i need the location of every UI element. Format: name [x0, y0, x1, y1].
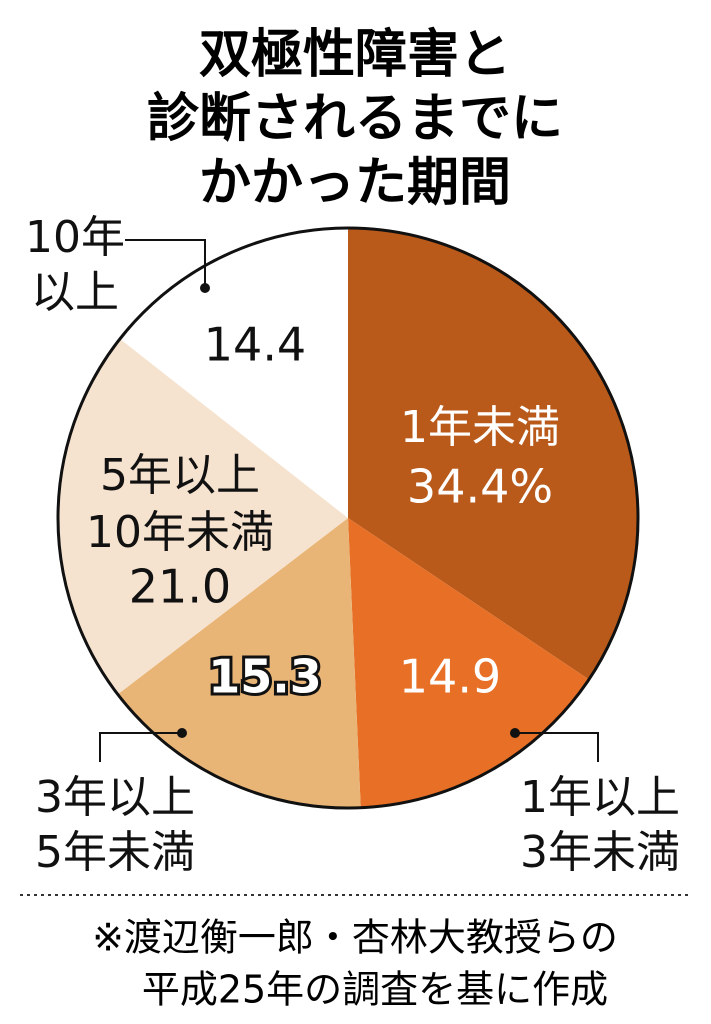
leader-line [125, 239, 206, 288]
category-label: 1年以上 [520, 772, 680, 823]
value-label: 15.3 [208, 650, 322, 704]
leader-dot [177, 728, 187, 738]
value-label: 14.4 [204, 318, 306, 372]
leader-line [515, 732, 599, 762]
chart-title: 双極性障害と [199, 25, 511, 85]
value-label: 14.9 [399, 650, 501, 704]
pie-outline [56, 226, 640, 810]
category-label: 5年未満 [35, 827, 195, 878]
note: ※渡辺衡一郎・杏林大教授らの [92, 916, 618, 960]
pie-slice [57, 338, 349, 695]
value-label: 21.0 [129, 560, 231, 614]
leader-dot [510, 728, 520, 738]
pie-slice [348, 228, 638, 680]
note: 平成25年の調査を基に作成 [142, 968, 608, 1012]
category-label: 5年以上 [100, 450, 260, 501]
pie-slice [348, 518, 589, 808]
chart-title: 診断されるまでに [147, 89, 563, 149]
category-label: 3年未満 [520, 827, 680, 878]
category-label: 10年未満 [86, 507, 274, 558]
pie-slice [119, 228, 349, 518]
category-label: 10年 [25, 212, 125, 263]
value-label: 34.4% [407, 460, 553, 514]
leader-line [99, 732, 182, 762]
category-label: 3年以上 [35, 772, 195, 823]
chart-title: かかった期間 [199, 153, 511, 213]
category-label: 以上 [31, 267, 119, 318]
category-label: 1年未満 [400, 402, 560, 453]
leader-dot [200, 283, 210, 293]
